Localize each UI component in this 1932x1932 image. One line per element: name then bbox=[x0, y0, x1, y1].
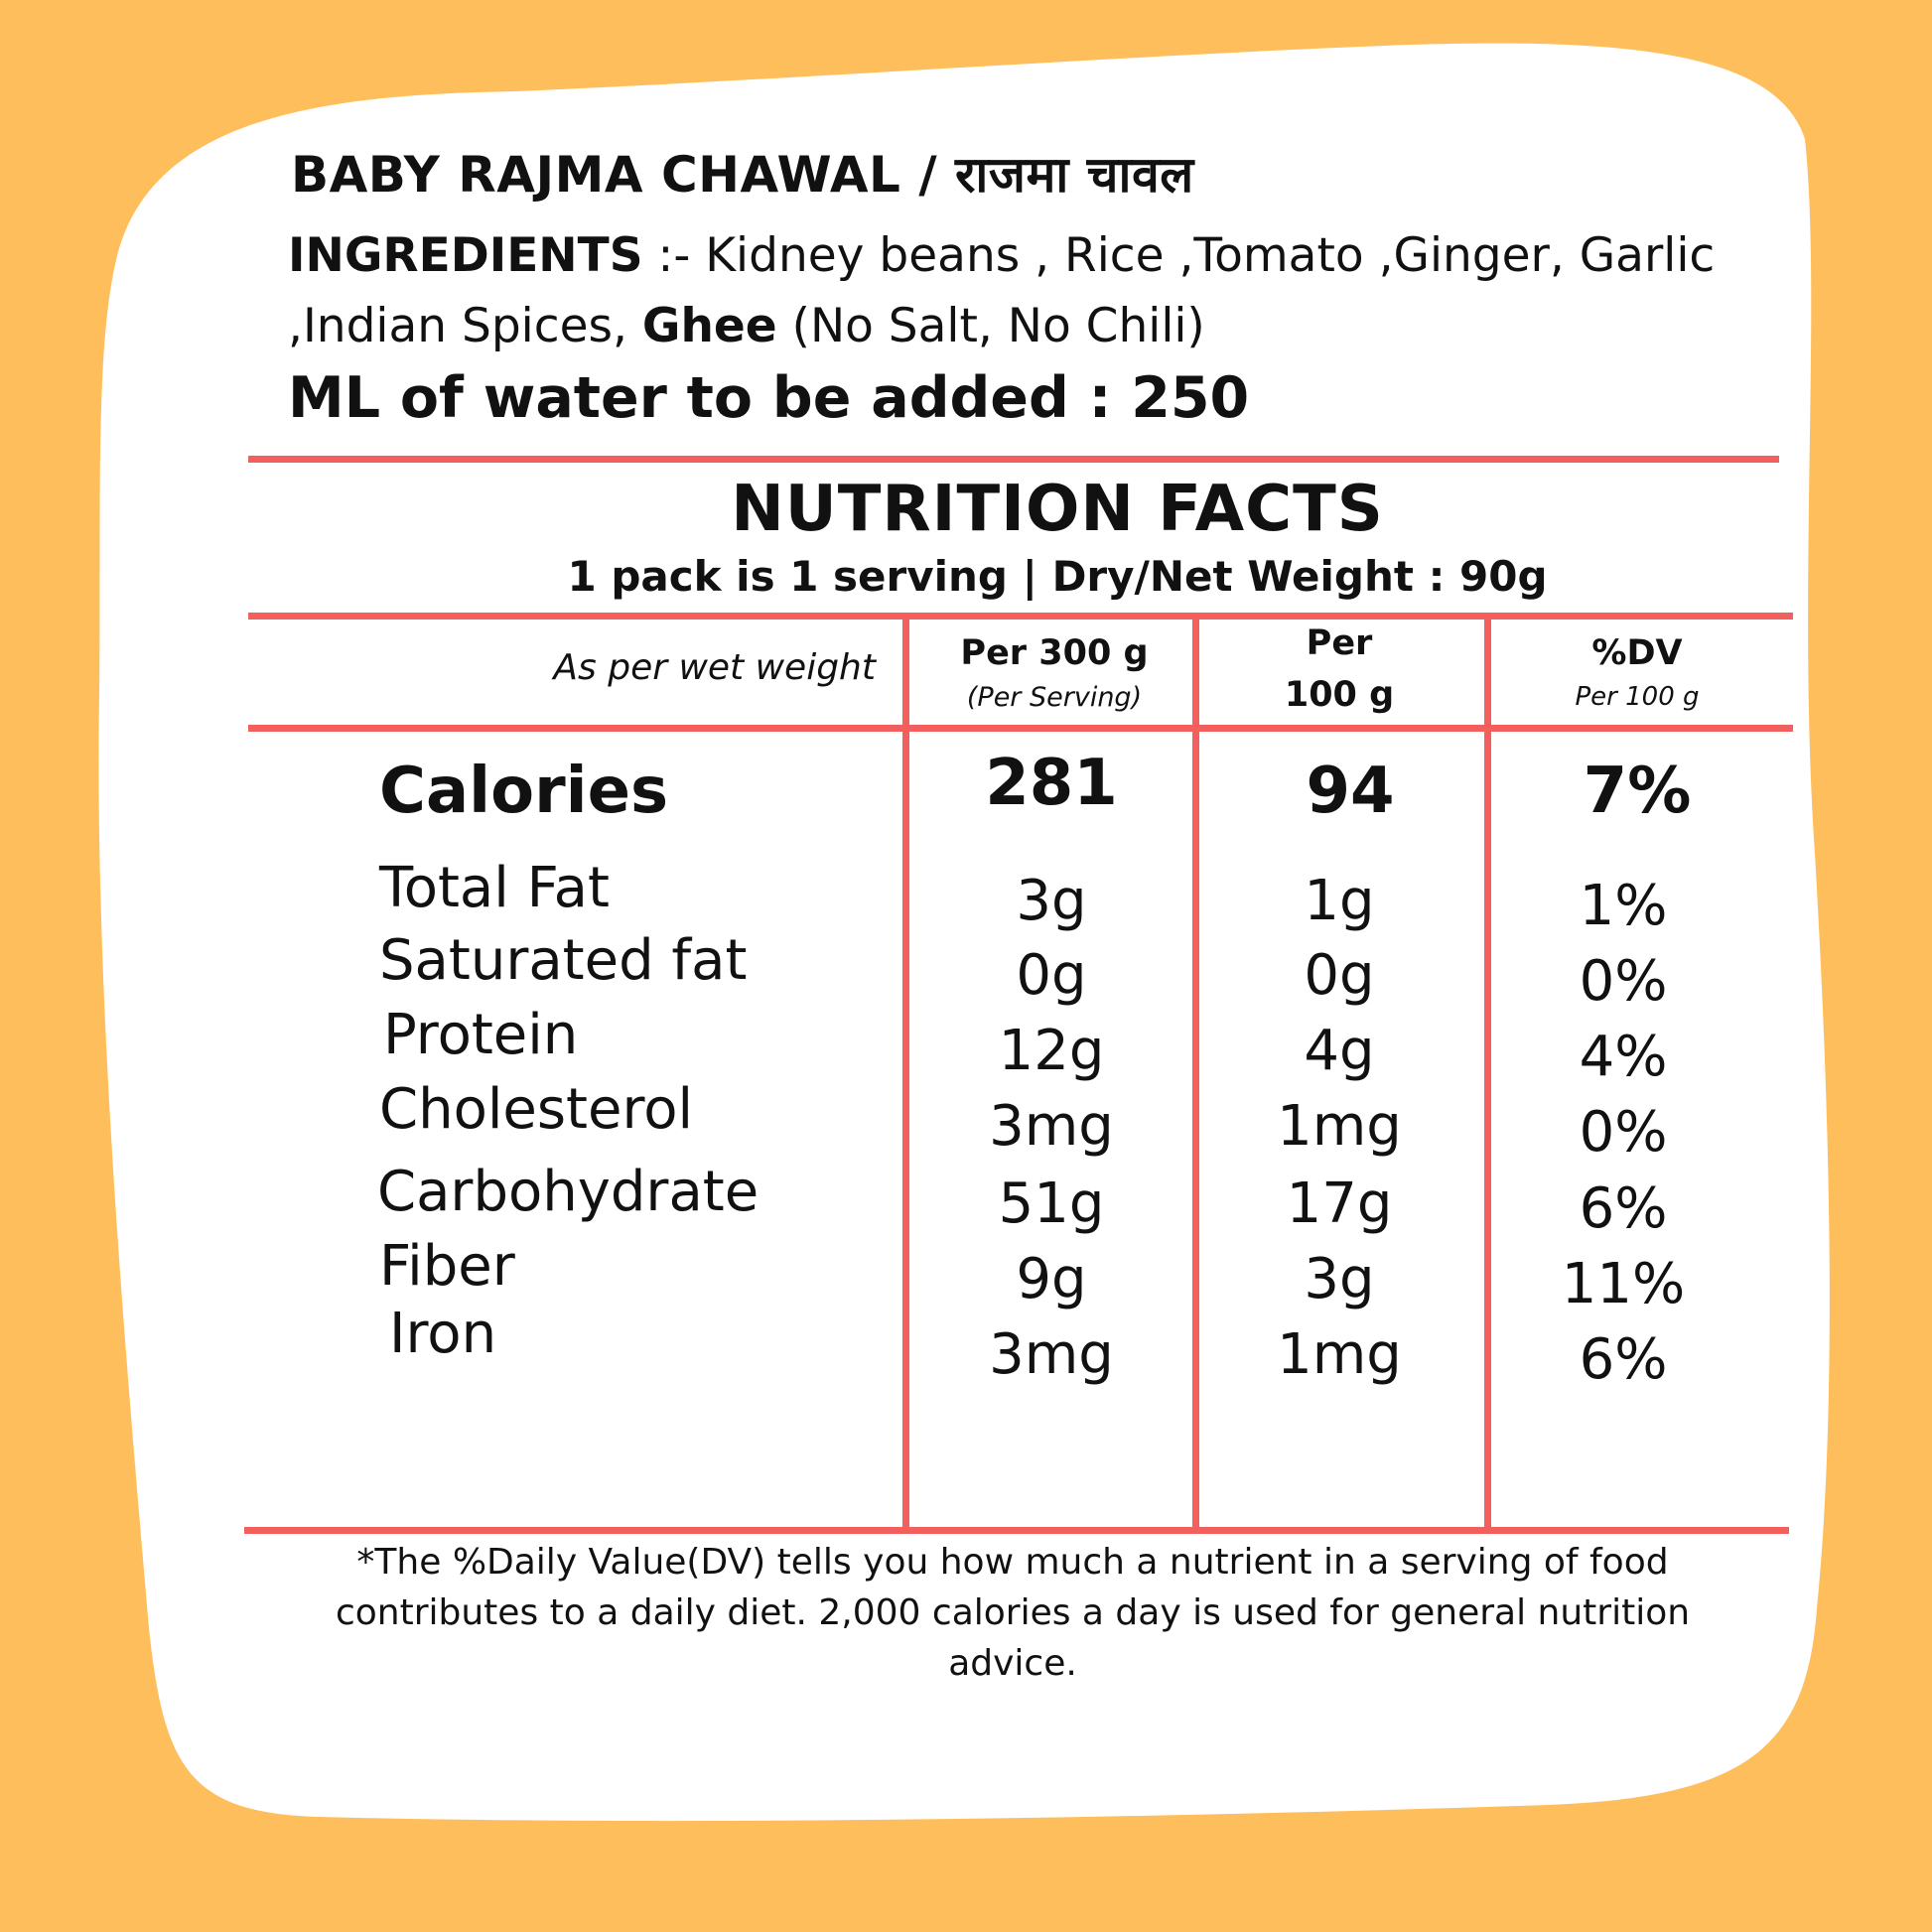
nutrient-name: Calories bbox=[379, 755, 669, 828]
nutrient-name: Cholesterol bbox=[379, 1077, 694, 1142]
value-per-serving: 3mg bbox=[989, 1322, 1114, 1387]
table-top-rule bbox=[248, 613, 1793, 620]
value-dv: 4% bbox=[1579, 1025, 1668, 1089]
value-per-serving: 9g bbox=[1016, 1247, 1087, 1311]
value-per-serving: 12g bbox=[998, 1019, 1105, 1083]
value-per-serving: 3mg bbox=[989, 1094, 1114, 1159]
product-title: BABY RAJMA CHAWAL / राजमा चावल bbox=[291, 146, 1194, 204]
value-per-100g: 4g bbox=[1304, 1019, 1375, 1083]
value-dv: 11% bbox=[1561, 1252, 1686, 1316]
col-head-per-serving: Per 300 g bbox=[960, 633, 1149, 673]
col-head-per-100g-sub: 100 g bbox=[1284, 675, 1395, 715]
column-divider-2 bbox=[1192, 616, 1199, 1534]
ingredients-text: INGREDIENTS :- Kidney beans , Rice ,Toma… bbox=[288, 220, 1718, 361]
value-per-serving: 3g bbox=[1016, 869, 1087, 933]
value-dv: 6% bbox=[1579, 1176, 1668, 1241]
serving-info: 1 pack is 1 serving | Dry/Net Weight : 9… bbox=[567, 552, 1548, 601]
column-divider-3 bbox=[1484, 616, 1491, 1534]
value-per-serving: 281 bbox=[985, 747, 1118, 820]
nutrient-name: Saturated fat bbox=[379, 928, 748, 993]
ingredients-heading: INGREDIENTS bbox=[288, 228, 643, 283]
wet-weight-note: As per wet weight bbox=[553, 647, 876, 688]
col-head-dv: %DV bbox=[1591, 633, 1683, 673]
ingredients-list-part2: (No Salt, No Chili) bbox=[776, 299, 1205, 353]
col-head-per-serving-sub: (Per Serving) bbox=[966, 682, 1143, 713]
ingredients-ghee: Ghee bbox=[641, 299, 777, 353]
col-head-dv-sub: Per 100 g bbox=[1575, 682, 1700, 712]
value-per-100g: 1mg bbox=[1277, 1094, 1402, 1159]
col-head-per-100g: Per bbox=[1306, 623, 1373, 663]
ingredients-list-part1: :- Kidney beans , Rice ,Tomato ,Ginger, … bbox=[288, 228, 1716, 353]
value-dv: 1% bbox=[1579, 874, 1668, 938]
value-dv: 0% bbox=[1579, 949, 1668, 1014]
value-dv: 0% bbox=[1579, 1100, 1668, 1165]
value-per-serving: 0g bbox=[1016, 943, 1087, 1008]
value-per-100g: 17g bbox=[1286, 1172, 1393, 1236]
nutrient-name: Fiber bbox=[379, 1234, 515, 1299]
nutrient-name: Total Fat bbox=[379, 856, 610, 920]
water-instruction: ML of water to be added : 250 bbox=[288, 365, 1250, 431]
table-header-rule bbox=[248, 725, 1793, 732]
value-dv: 6% bbox=[1579, 1327, 1668, 1392]
dv-footnote: *The %Daily Value(DV) tells you how much… bbox=[335, 1542, 1691, 1684]
nutrient-name: Iron bbox=[389, 1302, 497, 1366]
divider-top bbox=[248, 456, 1779, 463]
column-divider-1 bbox=[902, 616, 909, 1534]
value-dv: 7% bbox=[1583, 755, 1692, 828]
value-per-serving: 51g bbox=[998, 1172, 1105, 1236]
nutrient-name: Carbohydrate bbox=[377, 1160, 759, 1224]
nutrition-facts-title: NUTRITION FACTS bbox=[731, 473, 1384, 546]
table-bottom-rule bbox=[244, 1527, 1789, 1534]
nutrient-name: Protein bbox=[383, 1003, 579, 1067]
value-per-100g: 1g bbox=[1304, 869, 1375, 933]
value-per-100g: 94 bbox=[1306, 755, 1395, 828]
value-per-100g: 3g bbox=[1304, 1247, 1375, 1311]
value-per-100g: 0g bbox=[1304, 943, 1375, 1008]
value-per-100g: 1mg bbox=[1277, 1322, 1402, 1387]
